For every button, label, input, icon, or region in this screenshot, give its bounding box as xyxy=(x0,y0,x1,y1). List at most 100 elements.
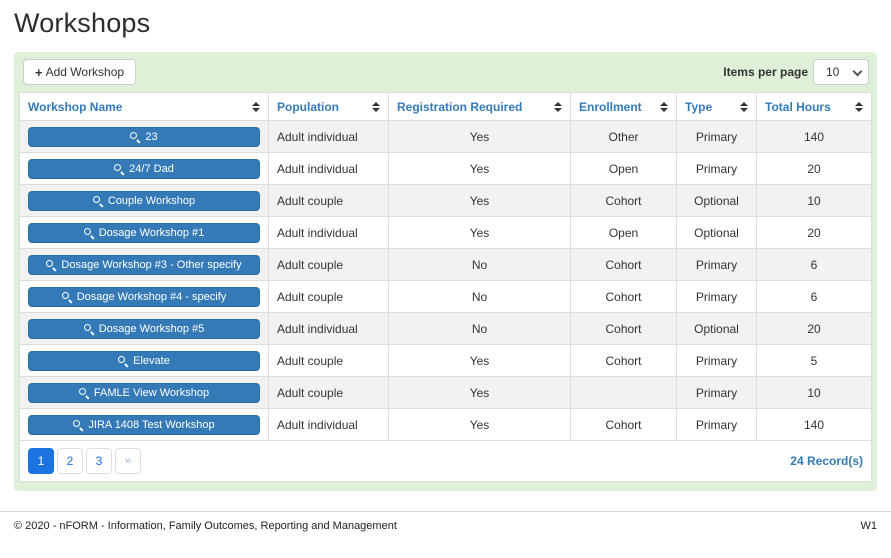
workshop-name-button[interactable]: JIRA 1408 Test Workshop xyxy=(28,414,260,435)
table-row: Dosage Workshop #4 - specify Adult coupl… xyxy=(19,280,872,313)
enrollment-cell: Cohort xyxy=(570,280,677,313)
total-hours-cell: 5 xyxy=(756,344,872,377)
page-button-3[interactable]: 3 xyxy=(86,448,112,474)
registration-required-cell: Yes xyxy=(388,216,571,249)
column-header-workshop-name[interactable]: Workshop Name xyxy=(19,92,269,121)
column-header-population[interactable]: Population xyxy=(268,92,389,121)
page-button-1[interactable]: 1 xyxy=(28,448,54,474)
table-body: 23 Adult individual Yes Other Primary 14… xyxy=(19,120,872,441)
column-header-label: Registration Required xyxy=(397,99,523,114)
items-per-page-select-wrap: 10 xyxy=(813,59,869,85)
workshop-name-button[interactable]: Dosage Workshop #4 - specify xyxy=(28,286,260,307)
total-hours-cell: 6 xyxy=(756,280,872,313)
population-cell: Adult couple xyxy=(268,344,389,377)
search-icon xyxy=(46,259,57,270)
registration-required-cell: No xyxy=(388,312,571,345)
table-row: Dosage Workshop #3 - Other specify Adult… xyxy=(19,248,872,281)
sort-icon xyxy=(740,101,748,112)
workshop-name-cell: 23 xyxy=(19,120,269,153)
registration-required-cell: Yes xyxy=(388,120,571,153)
items-per-page: Items per page 10 xyxy=(723,59,869,85)
workshop-name-cell: FAMLE View Workshop xyxy=(19,376,269,409)
column-header-registration-required[interactable]: Registration Required xyxy=(388,92,571,121)
type-cell: Primary xyxy=(676,344,757,377)
table-row: Dosage Workshop #5 Adult individual No C… xyxy=(19,312,872,345)
workshop-name-button[interactable]: FAMLE View Workshop xyxy=(28,382,260,403)
workshop-name-cell: Dosage Workshop #3 - Other specify xyxy=(19,248,269,281)
workshop-name-button[interactable]: Dosage Workshop #5 xyxy=(28,318,260,339)
column-header-label: Workshop Name xyxy=(28,99,123,114)
type-cell: Primary xyxy=(676,280,757,313)
workshop-name-button[interactable]: 23 xyxy=(28,126,260,147)
workshop-name-cell: Dosage Workshop #5 xyxy=(19,312,269,345)
type-cell: Primary xyxy=(676,408,757,441)
enrollment-cell: Cohort xyxy=(570,344,677,377)
page-container: Workshops + Add Workshop Items per page … xyxy=(0,0,891,491)
type-cell: Primary xyxy=(676,152,757,185)
workshop-name-button[interactable]: Dosage Workshop #3 - Other specify xyxy=(28,254,260,275)
pagination: 1 2 3» xyxy=(28,448,141,474)
population-cell: Adult individual xyxy=(268,312,389,345)
workshop-name-button[interactable]: Dosage Workshop #1 xyxy=(28,222,260,243)
registration-required-cell: Yes xyxy=(388,408,571,441)
workshop-name-cell: Dosage Workshop #4 - specify xyxy=(19,280,269,313)
column-header-total-hours[interactable]: Total Hours xyxy=(756,92,872,121)
workshop-name-cell: JIRA 1408 Test Workshop xyxy=(19,408,269,441)
registration-required-cell: Yes xyxy=(388,376,571,409)
sort-icon xyxy=(372,101,380,112)
add-workshop-button[interactable]: + Add Workshop xyxy=(23,59,137,85)
workshop-name-label: FAMLE View Workshop xyxy=(93,386,210,399)
type-cell: Primary xyxy=(676,120,757,153)
workshop-name-label: Couple Workshop xyxy=(107,194,196,207)
table-row: Dosage Workshop #1 Adult individual Yes … xyxy=(19,216,872,249)
search-icon xyxy=(114,163,125,174)
column-header-enrollment[interactable]: Enrollment xyxy=(570,92,677,121)
workshops-table: Workshop Name Population xyxy=(19,92,872,441)
total-hours-cell: 140 xyxy=(756,120,872,153)
table-row: FAMLE View Workshop Adult couple Yes Pri… xyxy=(19,376,872,409)
table-row: 23 Adult individual Yes Other Primary 14… xyxy=(19,120,872,153)
column-header-label: Population xyxy=(277,99,339,114)
workshop-name-cell: 24/7 Dad xyxy=(19,152,269,185)
items-per-page-select[interactable]: 10 xyxy=(813,59,869,85)
column-header-type[interactable]: Type xyxy=(676,92,757,121)
total-hours-cell: 140 xyxy=(756,408,872,441)
total-hours-cell: 6 xyxy=(756,248,872,281)
search-icon xyxy=(78,387,90,398)
enrollment-cell: Other xyxy=(570,120,677,153)
add-workshop-label: Add Workshop xyxy=(45,65,125,79)
workshop-name-label: Dosage Workshop #5 xyxy=(98,322,205,335)
registration-required-cell: Yes xyxy=(388,184,571,217)
search-icon xyxy=(130,131,141,142)
sort-icon xyxy=(660,101,668,112)
next-page-button[interactable]: » xyxy=(115,448,141,474)
total-hours-cell: 20 xyxy=(756,152,872,185)
registration-required-cell: Yes xyxy=(388,344,571,377)
column-header-label: Total Hours xyxy=(765,99,831,114)
enrollment-cell xyxy=(570,376,677,409)
table-row: Couple Workshop Adult couple Yes Cohort … xyxy=(19,184,872,217)
enrollment-cell: Open xyxy=(570,216,677,249)
page-button-2[interactable]: 2 xyxy=(57,448,83,474)
population-cell: Adult couple xyxy=(268,248,389,281)
workshop-name-button[interactable]: 24/7 Dad xyxy=(28,158,260,179)
search-icon xyxy=(73,419,84,430)
workshops-table-container: Workshop Name Population xyxy=(19,92,872,482)
population-cell: Adult individual xyxy=(268,216,389,249)
registration-required-cell: No xyxy=(388,248,571,281)
workshop-name-button[interactable]: Couple Workshop xyxy=(28,190,260,211)
footer-copyright: © 2020 - nFORM - Information, Family Out… xyxy=(14,520,397,532)
table-row: 24/7 Dad Adult individual Yes Open Prima… xyxy=(19,152,872,185)
workshop-name-cell: Couple Workshop xyxy=(19,184,269,217)
workshop-name-button[interactable]: Elevate xyxy=(28,350,260,371)
search-icon xyxy=(83,323,95,334)
total-hours-cell: 10 xyxy=(756,376,872,409)
workshop-name-label: 23 xyxy=(145,130,158,143)
table-row: Elevate Adult couple Yes Cohort Primary … xyxy=(19,344,872,377)
type-cell: Optional xyxy=(676,216,757,249)
column-header-label: Enrollment xyxy=(579,99,642,114)
workshop-name-label: Dosage Workshop #1 xyxy=(98,226,205,239)
type-cell: Optional xyxy=(676,312,757,345)
sort-icon xyxy=(252,101,260,112)
registration-required-cell: No xyxy=(388,280,571,313)
